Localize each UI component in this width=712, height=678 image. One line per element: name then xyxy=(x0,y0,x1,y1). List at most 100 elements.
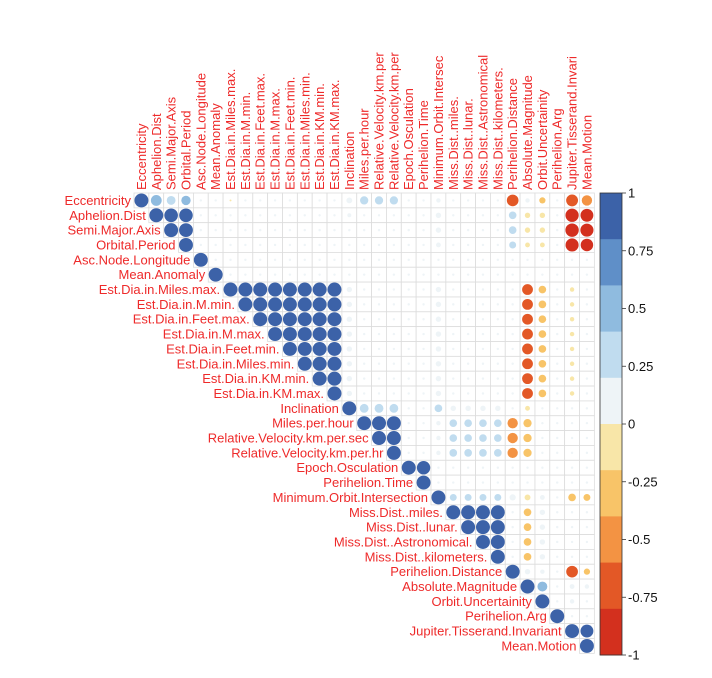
correlation-circle xyxy=(535,594,550,609)
correlation-circle xyxy=(435,227,442,233)
correlation-circle xyxy=(282,312,297,327)
correlation-circle xyxy=(569,584,575,589)
correlation-circle xyxy=(585,555,589,559)
correlation-circle xyxy=(570,511,574,514)
correlation-circle xyxy=(244,214,247,217)
correlation-circle xyxy=(523,553,532,561)
correlation-circle xyxy=(422,436,425,440)
correlation-circle xyxy=(585,303,589,306)
correlation-circle xyxy=(507,447,518,459)
correlation-circle xyxy=(565,624,580,639)
correlation-circle xyxy=(259,258,262,262)
correlation-circle xyxy=(436,420,441,426)
correlation-circle xyxy=(525,198,530,203)
correlation-circle xyxy=(539,554,546,560)
row-label: Est.Dia.in.Feet.min. xyxy=(166,341,279,356)
correlation-circle xyxy=(422,273,425,276)
correlation-circle xyxy=(348,228,351,232)
correlation-circle xyxy=(407,214,410,217)
correlation-circle xyxy=(570,615,574,618)
row-label: Perihelion.Time xyxy=(323,475,413,490)
correlation-circle xyxy=(466,481,470,484)
correlation-circle xyxy=(565,208,579,222)
correlation-circle xyxy=(389,403,399,413)
correlation-circle xyxy=(583,568,591,575)
correlation-circle xyxy=(377,332,381,336)
legend-tick-label: -1 xyxy=(628,648,640,663)
correlation-circle xyxy=(556,392,559,395)
correlation-circle xyxy=(539,242,545,248)
correlation-circle xyxy=(452,481,455,484)
correlation-circle xyxy=(481,392,485,395)
column-label: Est.Dia.in.M.min. xyxy=(238,92,253,190)
correlation-circle xyxy=(273,214,277,217)
correlation-circle xyxy=(511,377,514,380)
correlation-circle xyxy=(466,392,470,395)
correlation-circle xyxy=(466,199,470,202)
correlation-circle xyxy=(437,258,440,262)
correlation-circle xyxy=(556,273,559,276)
correlation-circle xyxy=(362,214,366,217)
correlation-circle xyxy=(511,303,514,306)
row-label: Epoch.Osculation xyxy=(296,460,398,475)
correlation-circle xyxy=(494,493,502,501)
row-label: Absolute.Magnitude xyxy=(402,579,517,594)
correlation-circle xyxy=(149,208,164,223)
correlation-circle xyxy=(437,466,440,469)
correlation-circle xyxy=(377,377,381,380)
correlation-circle xyxy=(327,386,342,401)
legend-color-band xyxy=(600,608,622,656)
correlation-circle xyxy=(150,195,162,206)
correlation-circle xyxy=(377,228,381,232)
correlation-circle xyxy=(436,198,441,203)
column-label: Semi.Major.Axis xyxy=(164,96,179,190)
correlation-circle xyxy=(522,298,533,310)
correlation-circle xyxy=(348,273,351,276)
correlation-circle xyxy=(475,534,490,549)
correlation-circle xyxy=(435,375,442,382)
correlation-circle xyxy=(450,405,456,412)
correlation-circle xyxy=(496,303,500,306)
correlation-circle xyxy=(570,421,574,425)
legend-tick-label: -0.75 xyxy=(628,590,658,605)
correlation-circle xyxy=(538,374,547,383)
correlation-circle xyxy=(362,318,366,321)
correlation-circle xyxy=(435,390,442,397)
correlation-circle xyxy=(407,258,410,262)
correlation-circle xyxy=(312,327,327,342)
correlation-circle xyxy=(522,358,533,370)
correlation-circle xyxy=(407,243,410,247)
column-label: Est.Dia.in.Miles.max. xyxy=(223,69,238,190)
correlation-circle xyxy=(303,243,306,247)
correlation-circle xyxy=(556,362,559,365)
correlation-circle xyxy=(569,302,575,307)
correlation-circle xyxy=(362,392,366,395)
correlation-circle xyxy=(372,416,386,431)
correlation-circle xyxy=(178,237,193,252)
correlation-circle xyxy=(570,540,574,544)
correlation-circle xyxy=(538,300,547,309)
correlation-circle xyxy=(452,332,455,336)
correlation-circle xyxy=(466,288,470,291)
correlation-circle xyxy=(179,223,193,238)
correlation-circle xyxy=(481,466,485,469)
correlation-circle xyxy=(422,303,425,306)
correlation-circle xyxy=(556,511,559,514)
col-label-layer: Eccentricity Aphelion.Dist Semi.Major.Axis… xyxy=(134,52,594,190)
correlation-circle xyxy=(259,243,262,247)
correlation-circle xyxy=(481,214,485,217)
correlation-circle xyxy=(570,525,574,529)
row-label: Orbital.Period xyxy=(96,237,175,252)
correlation-circle xyxy=(333,214,336,217)
legend-color-band xyxy=(600,562,622,610)
correlation-circle xyxy=(523,433,532,443)
correlation-circle xyxy=(214,258,217,262)
column-label: Est.Dia.in.KM.max. xyxy=(327,79,342,190)
correlation-circle xyxy=(303,199,306,202)
correlation-circle xyxy=(523,523,532,531)
correlation-circle xyxy=(490,534,505,549)
correlation-circle xyxy=(282,341,297,356)
correlation-circle xyxy=(511,481,514,484)
correlation-circle xyxy=(569,391,575,396)
correlation-circle xyxy=(466,303,470,306)
